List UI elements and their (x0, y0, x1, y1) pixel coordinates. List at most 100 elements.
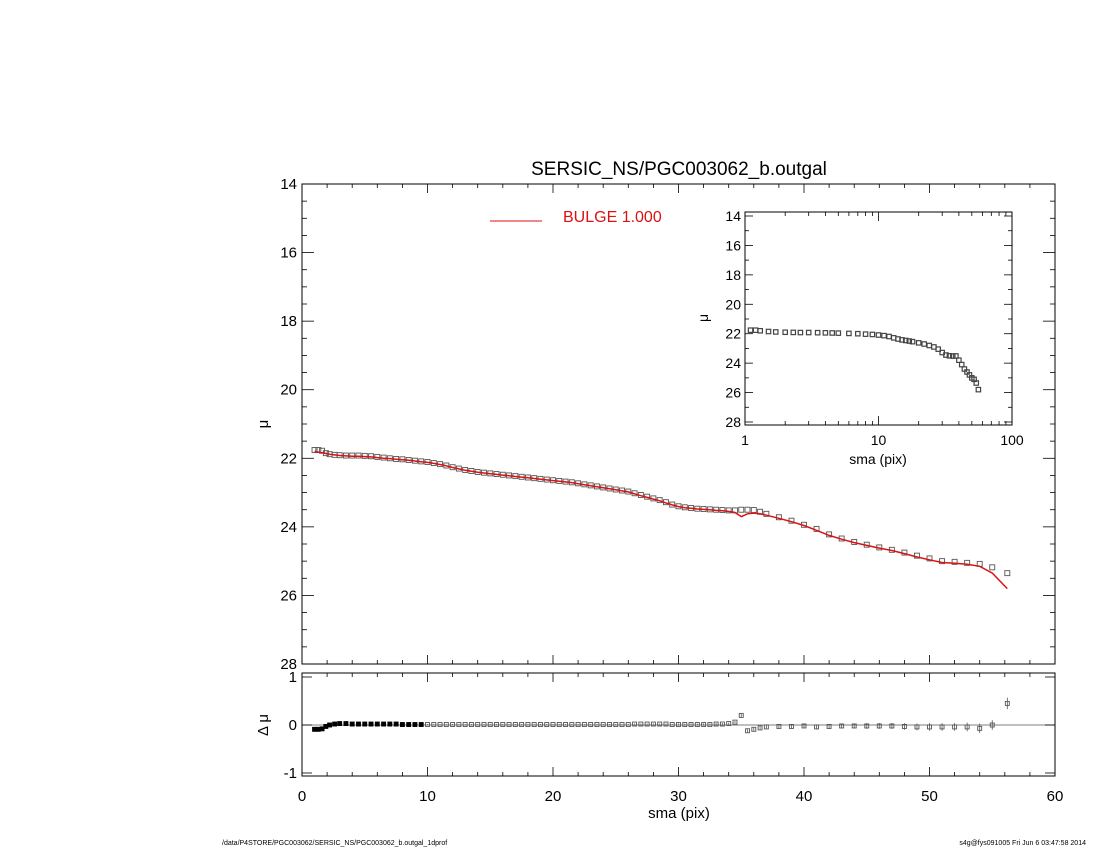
residual-data-point (619, 722, 625, 727)
inset-x-tick-label: 1 (741, 432, 749, 448)
main-panel: SERSIC_NS/PGC003062_b.outgal 14 16 18 20 22 2… (255, 159, 1056, 673)
residual-data-point (650, 721, 656, 727)
residual-data-point (1004, 700, 1010, 706)
residual-data-point (481, 722, 487, 727)
main-y-tick-label: 16 (280, 245, 297, 262)
inset-y-tick-label: 16 (725, 237, 741, 253)
residual-data-point (889, 723, 895, 729)
residual-data-point (337, 721, 343, 727)
main-data-point (939, 558, 945, 565)
main-data-point (763, 510, 770, 517)
residual-data-point (588, 722, 594, 727)
inset-data-point (975, 386, 982, 393)
residual-data-point (789, 723, 794, 729)
residual-data-point (977, 725, 983, 731)
main-y-tick-label: 20 (280, 382, 297, 399)
inset-y-tick-label: 26 (725, 385, 741, 401)
residual-data-point (801, 723, 807, 729)
residual-x-tick-label: 50 (921, 788, 938, 805)
residual-data-point (475, 722, 481, 727)
inset-data-point (855, 330, 861, 337)
inset-data-point (935, 346, 941, 352)
residual-data-point (418, 722, 424, 727)
residual-data-point (594, 722, 600, 727)
inset-data-point (835, 330, 842, 336)
inset-data-point (790, 329, 797, 336)
residual-data-point (519, 722, 525, 727)
main-data-point (744, 506, 751, 513)
inset-data-point (909, 338, 916, 345)
inset-data-marks (747, 327, 982, 393)
residual-data-point (575, 722, 581, 727)
residual-x-tick-label: 40 (796, 788, 813, 805)
residual-y-tick-label: 0 (289, 717, 297, 734)
residual-data-point (613, 722, 619, 727)
residual-data-point (952, 724, 958, 730)
residual-data-point (638, 721, 644, 727)
residual-data-point (625, 722, 631, 727)
main-data-point (311, 447, 318, 454)
inset-data-point (757, 327, 764, 334)
main-data-point (951, 558, 958, 565)
residual-data-point (393, 721, 399, 727)
residual-data-point (669, 722, 675, 727)
residual-data-point (327, 722, 333, 728)
residual-data-point (694, 722, 700, 727)
inset-data-point (875, 332, 882, 338)
residual-data-point (525, 722, 531, 727)
residual-data-point (776, 723, 782, 729)
residual-data-point (864, 723, 870, 729)
residual-data-point (406, 722, 412, 727)
residual-data-marks (312, 697, 1010, 734)
residual-data-point (644, 721, 650, 727)
inset-data-point (797, 329, 804, 336)
residual-data-point (726, 721, 732, 727)
inset-data-point (829, 330, 836, 336)
inset-data-point (899, 337, 905, 343)
residual-data-point (500, 722, 506, 727)
main-title: SERSIC_NS/PGC003062_b.outgal (531, 159, 827, 180)
inset-data-point (921, 341, 928, 347)
residual-data-point (550, 722, 556, 727)
residual-data-point (531, 722, 537, 727)
residual-data-point (538, 722, 543, 727)
main-ylabel: μ (255, 420, 272, 429)
footer-file-path: /data/P4STORE/PGC003062/SERSIC_NS/PGC003… (222, 840, 448, 847)
residual-data-point (412, 722, 418, 727)
inset-data-point (822, 330, 829, 336)
residual-data-point (431, 722, 437, 727)
inset-data-point (846, 330, 852, 337)
footer-timestamp: s4g@fys091005 Fri Jun 6 03:47:58 2014 (959, 840, 1086, 847)
residual-data-point (688, 722, 694, 727)
residual-data-point (745, 728, 750, 734)
inset-data-point (949, 353, 956, 359)
inset-data-point (953, 353, 959, 359)
inset-data-point (814, 329, 821, 336)
residual-data-point (487, 722, 493, 727)
residual-data-point (450, 722, 456, 727)
residual-data-point (356, 721, 361, 727)
residual-data-point (876, 723, 882, 729)
inset-ylabel: μ (695, 314, 711, 322)
residual-data-point (569, 722, 575, 727)
residual-data-point (632, 721, 638, 727)
residual-data-point (682, 722, 688, 727)
residual-data-point (732, 719, 738, 725)
main-y-tick-label: 26 (280, 587, 297, 604)
residual-data-point (826, 723, 832, 729)
inset-panel: 1 10 100 14 16 18 20 22 24 26 28 μ sma (pix) (695, 208, 1024, 467)
residual-data-point (751, 726, 757, 732)
inset-y-tick-label: 22 (725, 326, 741, 342)
residual-x-tick-label: 60 (1047, 788, 1064, 805)
residual-x-tick-label: 20 (545, 788, 562, 805)
inset-y-tick-label: 14 (725, 208, 741, 224)
residual-data-point (368, 721, 374, 727)
residual-data-point (964, 724, 970, 730)
inset-data-point (906, 338, 913, 344)
residual-data-point (374, 721, 380, 727)
residual-data-point (581, 722, 587, 727)
inset-data-point (747, 327, 754, 333)
inset-data-point (973, 380, 980, 386)
residual-data-point (468, 722, 474, 727)
inset-y-tick-label: 20 (725, 296, 741, 312)
